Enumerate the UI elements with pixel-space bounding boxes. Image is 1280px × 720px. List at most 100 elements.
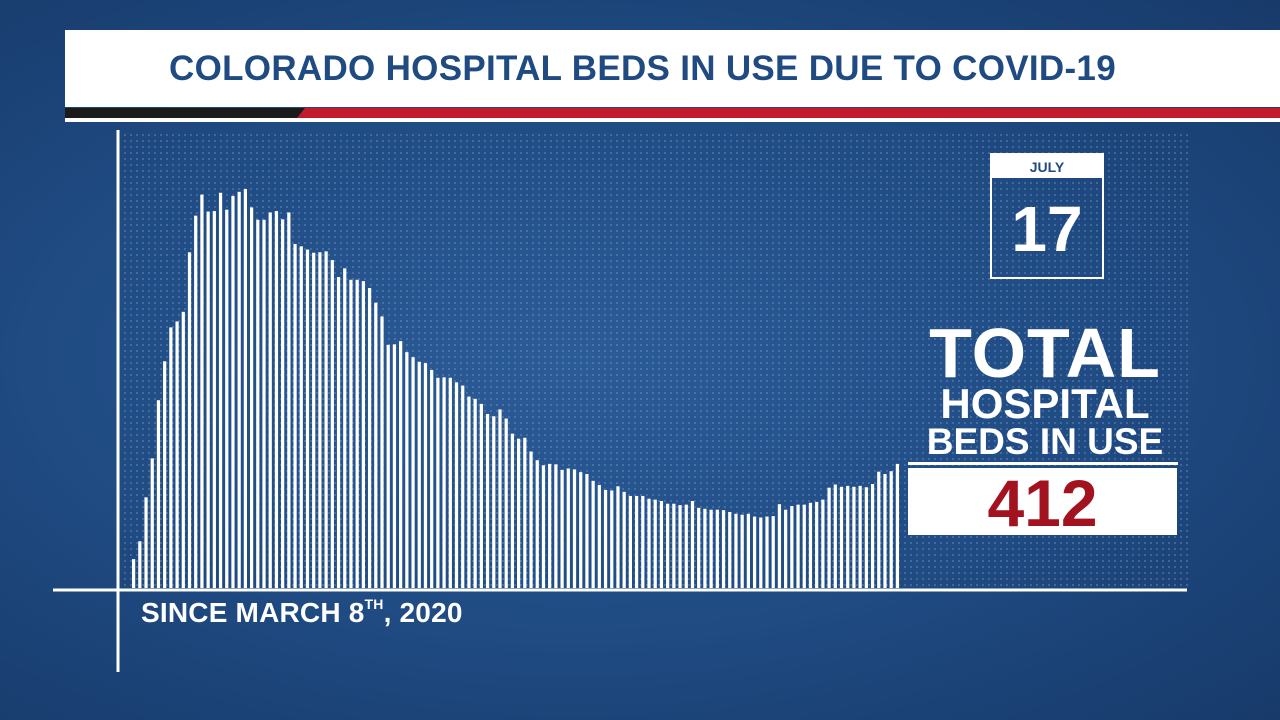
bar <box>349 279 353 588</box>
bar <box>839 486 844 588</box>
bar <box>299 246 303 588</box>
title-stripe-red <box>297 108 1280 118</box>
bar <box>709 509 713 588</box>
title-stripe-underline <box>65 118 1280 122</box>
bar <box>367 288 372 588</box>
bar <box>305 249 310 589</box>
since-text: SINCE MARCH 8 <box>141 597 365 628</box>
bar <box>666 503 670 588</box>
bar <box>268 212 272 588</box>
bar <box>318 252 322 589</box>
page-title: COLORADO HOSPITAL BEDS IN USE DUE TO COV… <box>169 49 1116 88</box>
bar <box>802 504 806 588</box>
bar <box>697 507 701 588</box>
bar <box>523 437 527 588</box>
bar <box>852 486 856 588</box>
bar <box>653 499 657 588</box>
bar <box>759 517 763 588</box>
bar <box>572 469 577 588</box>
bar <box>132 559 136 588</box>
bar <box>163 361 167 588</box>
bar <box>206 211 210 588</box>
bar <box>200 194 204 588</box>
bar <box>827 487 831 588</box>
bar <box>895 463 900 588</box>
since-year: , 2020 <box>383 597 463 628</box>
bar <box>579 472 583 588</box>
bar <box>796 504 800 588</box>
bar <box>231 195 235 588</box>
bar <box>225 209 229 588</box>
bar <box>237 191 241 588</box>
bar <box>169 327 173 588</box>
bar <box>610 490 614 588</box>
calendar-day: 17 <box>1011 193 1083 265</box>
bar <box>517 438 521 588</box>
bar <box>243 189 247 588</box>
bar <box>752 516 757 588</box>
bar <box>212 211 216 588</box>
bar <box>256 219 260 588</box>
bar <box>218 192 223 588</box>
bar <box>262 219 266 588</box>
total-value: 412 <box>987 466 1098 540</box>
bar <box>721 510 726 588</box>
bar <box>324 251 328 588</box>
title-stripe-dark <box>65 108 305 118</box>
bar <box>181 311 185 588</box>
bar <box>411 357 415 588</box>
bar <box>405 352 409 588</box>
bar <box>641 495 645 588</box>
total-heading-line2: HOSPITAL <box>940 380 1150 427</box>
since-ordinal-suffix: TH <box>364 596 384 612</box>
bar <box>492 416 496 588</box>
total-heading-line1: TOTAL <box>929 314 1161 392</box>
bar <box>740 514 744 588</box>
bar <box>485 413 490 588</box>
bar <box>274 211 279 588</box>
bar <box>448 377 452 588</box>
bar <box>790 506 794 588</box>
bar <box>330 260 334 588</box>
bar <box>690 500 695 588</box>
bar <box>187 252 192 589</box>
bar <box>821 499 825 588</box>
bar <box>784 509 788 588</box>
bar <box>374 302 378 588</box>
bar <box>355 279 359 588</box>
bar <box>249 207 254 588</box>
bar <box>889 471 893 588</box>
bar <box>454 382 459 588</box>
bar <box>659 500 664 588</box>
since-label: SINCE MARCH 8TH, 2020 <box>141 596 463 629</box>
bar <box>548 463 552 588</box>
bar <box>622 491 626 588</box>
bar <box>765 516 769 588</box>
bar <box>467 396 471 588</box>
bar <box>647 498 651 588</box>
bar <box>815 501 819 588</box>
bar <box>479 403 483 588</box>
bar <box>417 361 421 588</box>
title-banner: COLORADO HOSPITAL BEDS IN USE DUE TO COV… <box>65 30 1280 107</box>
bar <box>461 385 465 588</box>
bar <box>734 513 738 588</box>
bar <box>399 341 403 588</box>
bar <box>703 508 707 588</box>
bar <box>554 464 558 588</box>
bar <box>473 398 477 588</box>
bar <box>616 486 620 588</box>
bar <box>771 516 775 588</box>
bar <box>535 460 539 588</box>
calendar-icon: JULY 17 <box>990 153 1104 279</box>
bar <box>423 363 428 588</box>
bar <box>566 468 570 588</box>
bar <box>560 469 564 588</box>
bar <box>386 344 390 588</box>
bars-group <box>132 189 900 589</box>
total-divider <box>908 462 1178 465</box>
bar <box>870 484 875 588</box>
bar <box>194 215 198 588</box>
bar <box>591 480 595 588</box>
